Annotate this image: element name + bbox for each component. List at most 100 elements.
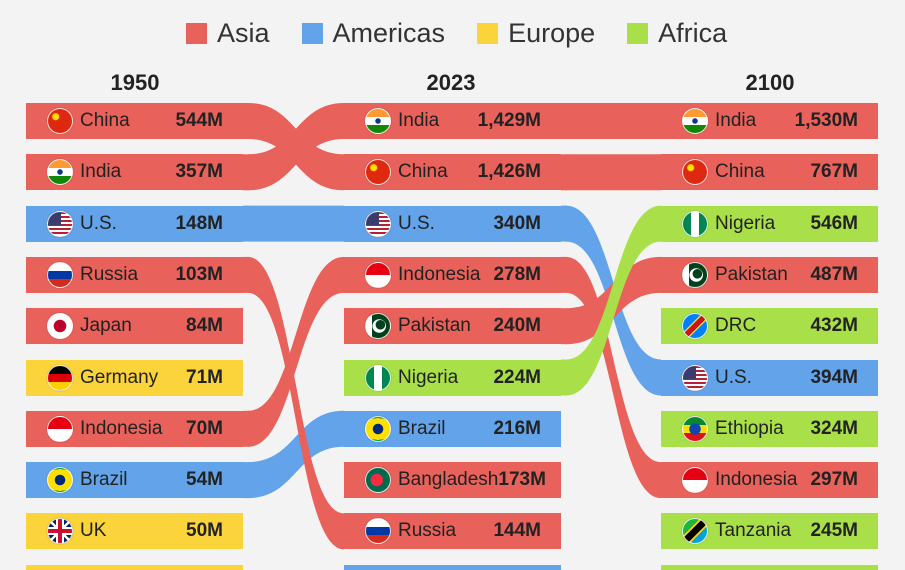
population-value: 224M <box>493 366 541 388</box>
country-row: Nigeria 546M <box>661 205 878 242</box>
india-flag <box>47 159 73 186</box>
ribbon-join <box>561 359 567 396</box>
population-value: 240M <box>493 315 541 337</box>
ribbon-join <box>243 410 249 447</box>
population-value: 432M <box>810 315 858 337</box>
china-flag <box>47 108 73 134</box>
indonesia-flag <box>365 261 391 288</box>
ribbon-join <box>561 154 567 191</box>
country-row: UK 50M <box>26 513 243 550</box>
population-value: 71M <box>186 366 223 388</box>
population-value: 278M <box>493 263 541 285</box>
population-value: 546M <box>810 212 858 234</box>
tanzania-flag <box>682 518 708 545</box>
population-value: 70M <box>186 417 223 439</box>
year-label: 1950 <box>110 70 160 95</box>
country-name: Bangladesh <box>398 469 499 491</box>
brazil-flag <box>365 415 391 442</box>
country-name: China <box>715 161 765 183</box>
country-name: India <box>398 110 440 131</box>
nigeria-flag <box>365 364 391 391</box>
ribbon-join <box>561 103 567 139</box>
population-value: 767M <box>810 161 858 183</box>
country-name: Brazil <box>80 469 128 491</box>
country-name: India <box>80 161 122 183</box>
ribbon-indonesia <box>248 256 344 447</box>
legend-item-americas: Americas <box>301 18 445 49</box>
chart-legend: Asia Americas Europe Africa <box>186 18 727 49</box>
country-name: Pakistan <box>398 315 471 337</box>
indonesia-flag <box>682 467 708 494</box>
country-row: Indonesia 278M <box>344 256 561 293</box>
country-name: India <box>715 110 757 131</box>
population-value: 1,530M <box>794 110 858 131</box>
year-label: 2023 <box>426 70 476 95</box>
population-value: 1,426M <box>477 161 541 183</box>
legend-item-africa: Africa <box>627 18 727 49</box>
country-name: Ethiopia <box>715 417 784 439</box>
pakistan-flag <box>365 313 391 340</box>
country-row: China 1,426M <box>344 154 561 191</box>
country-name: Japan <box>80 315 132 337</box>
ribbon-nigeria <box>566 205 661 396</box>
population-value: 84M <box>186 315 223 337</box>
population-value: 54M <box>186 469 223 491</box>
germany-flag <box>47 364 73 391</box>
russia-flag <box>47 261 73 288</box>
next-row-strip <box>661 565 878 570</box>
population-value: 144M <box>493 520 541 542</box>
legend-item-europe: Europe <box>477 18 595 49</box>
legend-label: Africa <box>658 18 728 48</box>
country-row: Russia 144M <box>344 513 561 550</box>
ribbon-brazil <box>248 410 344 499</box>
country-name: Nigeria <box>715 212 776 234</box>
population-value: 1,429M <box>477 110 541 131</box>
country-name: Germany <box>80 366 159 388</box>
china-flag <box>682 159 708 186</box>
china-flag <box>365 159 391 186</box>
country-row: Brazil 54M <box>26 462 243 499</box>
country-name: U.S. <box>398 212 435 234</box>
population-value: 245M <box>810 520 858 542</box>
ribbon-join <box>243 205 249 242</box>
population-value: 297M <box>810 469 858 491</box>
population-value: 50M <box>186 520 223 542</box>
legend-swatch <box>186 23 207 44</box>
ribbon-join <box>561 205 567 242</box>
country-row: U.S. 148M <box>26 205 243 242</box>
ribbon-join <box>243 103 249 139</box>
country-name: Tanzania <box>715 520 792 542</box>
ribbon-india <box>248 103 344 191</box>
legend-swatch <box>301 23 323 44</box>
country-name: UK <box>80 520 107 542</box>
ethiopia-flag <box>682 415 708 442</box>
ribbon-join <box>243 256 249 293</box>
population-value: 173M <box>498 469 546 491</box>
drc-flag <box>682 313 708 340</box>
country-name: Nigeria <box>398 366 459 388</box>
legend-swatch <box>627 23 649 44</box>
country-row: Nigeria 224M <box>344 359 561 396</box>
country-name: Russia <box>398 520 457 542</box>
population-value: 148M <box>175 212 223 234</box>
country-row: DRC 432M <box>661 308 878 345</box>
india-flag <box>682 108 708 134</box>
country-row: Tanzania 245M <box>661 513 878 550</box>
indonesia-flag <box>47 415 73 442</box>
country-row: U.S. 340M <box>344 205 561 242</box>
ribbon-us <box>248 205 344 242</box>
legend-label: Asia <box>217 18 270 48</box>
brazil-flag <box>47 467 73 494</box>
country-name: Brazil <box>398 417 446 439</box>
country-row: Pakistan 240M <box>344 308 561 345</box>
country-name: U.S. <box>80 212 117 234</box>
ribbon-join <box>561 308 567 345</box>
japan-flag <box>47 313 73 340</box>
country-row: Japan 84M <box>26 308 243 345</box>
country-row: Indonesia 70M <box>26 410 243 447</box>
next-row-strip <box>26 565 243 570</box>
country-name: Russia <box>80 263 139 285</box>
